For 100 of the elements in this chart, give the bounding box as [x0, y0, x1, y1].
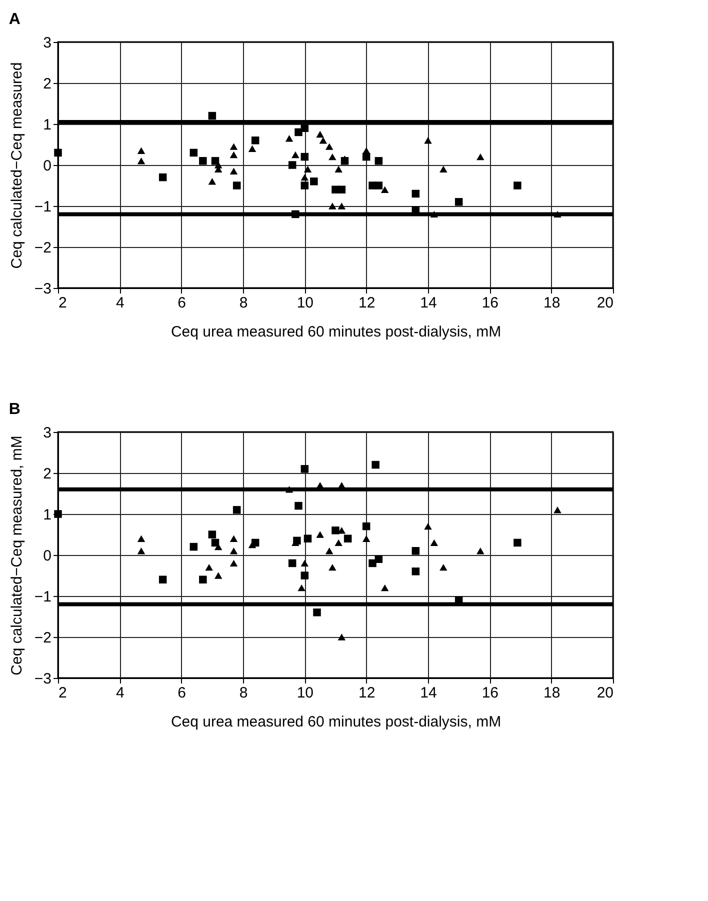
- point: [362, 535, 370, 542]
- point: [514, 182, 522, 190]
- x-tick-label: 20: [596, 294, 614, 312]
- point: [412, 568, 420, 576]
- point: [325, 548, 334, 554]
- point: [328, 564, 336, 571]
- x-axis-title: Ceq urea measured 60 minutes post-dialysis, mM: [170, 714, 502, 730]
- point: [230, 535, 238, 542]
- point: [440, 564, 448, 571]
- y-tick-label: 3: [43, 424, 52, 442]
- point: [54, 510, 62, 518]
- y-tick-label: −2: [34, 240, 52, 256]
- point: [338, 202, 346, 210]
- point: [338, 634, 346, 640]
- x-tick-label: 2: [58, 294, 67, 312]
- point: [514, 538, 522, 547]
- point: [300, 560, 309, 567]
- y-tick-label: −1: [34, 198, 52, 216]
- point: [338, 186, 346, 194]
- point: [208, 112, 216, 120]
- point: [430, 539, 438, 546]
- point: [325, 143, 334, 150]
- point: [300, 182, 309, 190]
- point: [300, 572, 309, 580]
- y-tick-label: 0: [43, 548, 52, 564]
- point: [380, 186, 389, 193]
- point: [288, 161, 296, 169]
- y-tick-label: 0: [43, 158, 52, 174]
- point: [285, 134, 294, 142]
- point: [476, 153, 484, 160]
- point: [310, 178, 318, 186]
- x-tick-label: 4: [116, 294, 124, 312]
- point: [454, 198, 463, 206]
- point: [214, 572, 222, 579]
- point: [298, 584, 306, 592]
- point: [440, 166, 448, 172]
- x-tick-label: 2: [58, 684, 67, 702]
- point: [334, 166, 342, 172]
- y-tick-label: 2: [43, 76, 52, 92]
- point: [230, 143, 238, 150]
- point: [230, 168, 238, 175]
- point: [294, 128, 302, 136]
- point: [300, 174, 309, 181]
- point: [199, 157, 207, 165]
- point: [430, 210, 438, 218]
- point: [199, 576, 207, 584]
- x-tick-label: 16: [482, 684, 499, 702]
- point: [208, 178, 216, 185]
- point: [340, 155, 349, 162]
- x-tick-label: 14: [420, 684, 437, 702]
- chart-title: A: [8, 11, 21, 28]
- point: [190, 542, 198, 551]
- point: [232, 506, 241, 514]
- y-tick-label: 1: [43, 116, 52, 134]
- point: [554, 506, 562, 514]
- y-tick-label: 3: [43, 34, 52, 52]
- point: [334, 539, 342, 546]
- point: [362, 147, 370, 154]
- x-tick-label: 10: [296, 684, 314, 702]
- point: [344, 534, 352, 542]
- point: [158, 576, 167, 584]
- y-tick-label: −1: [34, 588, 52, 606]
- point: [137, 535, 146, 542]
- point: [251, 136, 260, 144]
- y-tick-label: −3: [34, 280, 52, 298]
- x-tick-label: 14: [420, 294, 437, 312]
- y-tick-label: −3: [34, 670, 52, 688]
- point: [412, 190, 420, 198]
- point: [374, 555, 383, 563]
- point: [380, 584, 389, 592]
- x-tick-label: 4: [116, 684, 124, 702]
- point: [424, 522, 432, 530]
- y-tick-label: −2: [34, 630, 52, 646]
- point: [319, 137, 328, 144]
- point: [54, 148, 62, 157]
- point: [248, 145, 256, 152]
- point: [300, 152, 309, 161]
- x-tick-label: 18: [543, 684, 560, 702]
- point: [424, 137, 432, 144]
- x-tick-label: 8: [239, 684, 248, 702]
- x-tick-label: 20: [596, 684, 614, 702]
- y-tick-label: 2: [43, 466, 52, 482]
- y-axis-title: Ceq calculated−Ceq measured: [8, 62, 26, 269]
- point: [374, 182, 383, 190]
- point: [137, 548, 146, 554]
- point: [137, 147, 146, 154]
- point: [362, 522, 370, 530]
- y-tick-label: 1: [43, 506, 52, 524]
- point: [476, 548, 484, 554]
- point: [313, 608, 321, 616]
- x-tick-label: 6: [178, 294, 186, 312]
- point: [190, 148, 198, 157]
- point: [232, 182, 241, 190]
- x-tick-label: 12: [358, 684, 376, 702]
- x-tick-label: 6: [178, 684, 186, 702]
- point: [374, 157, 383, 165]
- point: [158, 173, 167, 182]
- point: [288, 559, 296, 568]
- chart-title: B: [8, 401, 20, 418]
- point: [304, 534, 312, 542]
